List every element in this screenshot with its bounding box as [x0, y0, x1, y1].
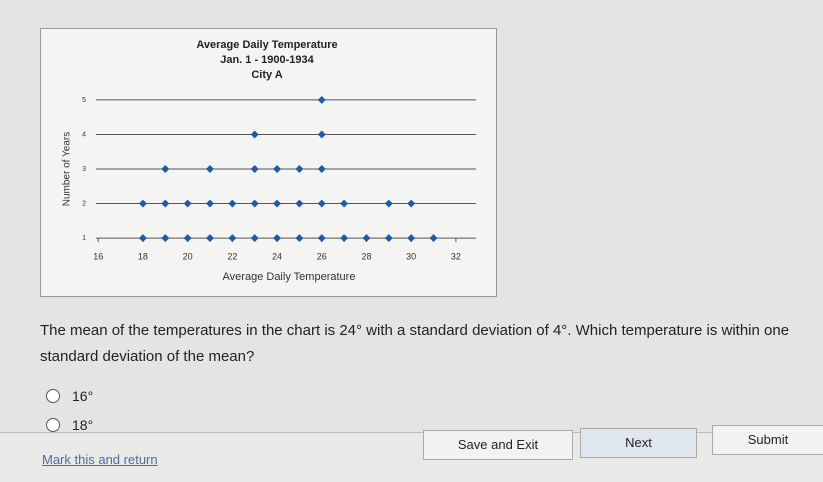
option[interactable]: 18°	[46, 417, 93, 433]
dot	[273, 165, 282, 173]
option[interactable]: 16°	[46, 388, 93, 404]
option-text: 16°	[72, 388, 94, 404]
dot	[273, 234, 282, 243]
dot	[317, 130, 326, 139]
dot	[407, 234, 416, 243]
y-tick-label: 5	[82, 97, 86, 104]
dot	[340, 234, 349, 243]
dot	[384, 234, 393, 243]
dot	[228, 234, 237, 243]
dot	[317, 199, 326, 208]
dot	[138, 234, 147, 243]
question: The mean of the temperatures in the char…	[40, 322, 790, 365]
y-tick-label: 3	[82, 166, 86, 173]
x-tick-label: 28	[361, 251, 371, 261]
chart-title: Jan. 1 - 1900-1934	[220, 54, 314, 66]
option-text: 18°	[72, 417, 94, 433]
dot	[183, 234, 192, 243]
dot	[250, 234, 259, 243]
dot	[206, 199, 214, 208]
dot	[250, 130, 259, 139]
dot	[295, 234, 304, 243]
dot	[317, 95, 326, 104]
dot	[317, 234, 326, 243]
radio[interactable]	[46, 418, 60, 432]
dot	[429, 234, 438, 243]
dot	[250, 165, 259, 173]
dot	[384, 199, 393, 208]
x-tick-label: 22	[227, 251, 237, 261]
dot	[161, 165, 170, 173]
dot	[183, 199, 192, 208]
dot	[340, 199, 349, 208]
x-tick-label: 16	[93, 251, 103, 261]
dot	[206, 234, 214, 243]
y-tick-label: 4	[82, 131, 86, 138]
dot	[161, 199, 170, 208]
x-axis-label: Average Daily Temperature	[223, 271, 356, 283]
next-button[interactable]: Next	[580, 428, 697, 458]
dot	[295, 199, 304, 208]
x-tick-label: 32	[451, 251, 461, 261]
x-tick-label: 18	[138, 251, 148, 261]
dot	[407, 199, 416, 208]
chart-title: City A	[251, 69, 282, 81]
save-button[interactable]: Save and Exit	[423, 430, 573, 460]
dot	[250, 199, 259, 208]
y-axis-label: Number of Years	[62, 132, 73, 207]
dot	[317, 165, 326, 173]
dot	[362, 234, 371, 243]
x-tick-label: 30	[406, 251, 416, 261]
x-tick-label: 24	[272, 251, 282, 261]
y-tick-label: 1	[82, 235, 86, 242]
x-tick-label: 26	[317, 251, 327, 261]
x-tick-label: 20	[183, 251, 193, 261]
dot	[206, 165, 214, 173]
dot	[273, 199, 282, 208]
radio[interactable]	[46, 389, 60, 403]
dot	[161, 234, 170, 243]
dot	[295, 165, 304, 173]
mark-link[interactable]: Mark this and return	[42, 452, 158, 467]
chart-title: Average Daily Temperature	[196, 39, 337, 51]
chart: Average Daily Temperature Jan. 1 - 1900-1…	[40, 28, 497, 297]
dot	[228, 199, 237, 208]
y-tick-label: 2	[82, 200, 86, 207]
dot	[138, 199, 147, 208]
submit-button[interactable]: Submit	[712, 425, 823, 455]
